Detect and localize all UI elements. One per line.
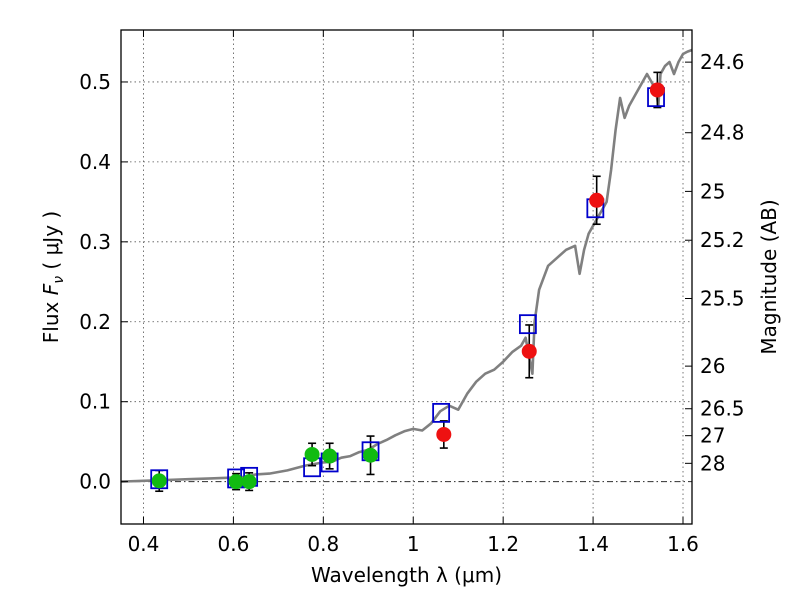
mag-tick-label: 25.2 <box>700 228 745 252</box>
x-tick-label: 1.6 <box>667 532 699 556</box>
x-tick-label: 1.4 <box>577 532 609 556</box>
model-spectrum <box>120 48 693 483</box>
x-tick-label: 1.2 <box>487 532 519 556</box>
model-photometry-square <box>432 402 451 423</box>
model-photometry-squares <box>150 87 665 490</box>
observed-point-red <box>436 426 452 442</box>
y-tick-label: 0.1 <box>79 390 111 414</box>
error-bars <box>155 71 662 493</box>
x-tick-label: 0.8 <box>307 532 339 556</box>
observed-point-green <box>241 474 257 490</box>
observed-point-green <box>363 447 379 463</box>
x-tick-label: 0.6 <box>217 532 249 556</box>
y-tick-label: 0.4 <box>79 150 111 174</box>
y-tick-label: 0.3 <box>79 230 111 254</box>
mag-tick-label: 25 <box>700 179 725 203</box>
mag-tick-label: 27 <box>700 424 725 448</box>
observed-point-red <box>589 192 605 208</box>
observed-point-green <box>228 474 244 490</box>
y-axis-label: Flux Fν ( μJy ) <box>39 211 67 343</box>
model-spectrum-line <box>120 48 693 483</box>
mag-tick-label: 26 <box>700 354 725 378</box>
mag-tick-label: 28 <box>700 451 725 475</box>
mag-tick-label: 26.5 <box>700 397 745 421</box>
y-tick-label: 0.2 <box>79 310 111 334</box>
model-photometry-square <box>518 314 537 335</box>
y-tick-label: 0.0 <box>79 470 111 494</box>
tick-labels: 0.4 0.6 0.8 1 1.2 1.4 1.6 0.0 0.1 0.2 0.3 0.4 0.5 24.… <box>79 50 744 556</box>
observed-point-red <box>649 82 665 98</box>
observed-point-red <box>521 343 537 359</box>
mag-tick-label: 25.5 <box>700 287 745 311</box>
axis-ticks <box>121 30 692 524</box>
mag-tick-label: 24.6 <box>700 50 745 74</box>
y-axis-right-label: Magnitude (AB) <box>757 199 781 354</box>
x-axis-label: Wavelength λ (μm) <box>311 563 502 587</box>
observed-point-green <box>151 473 167 489</box>
x-tick-label: 0.4 <box>128 532 160 556</box>
grid <box>121 30 692 524</box>
y-tick-label: 0.5 <box>79 70 111 94</box>
plot-frame <box>120 29 693 525</box>
mag-tick-label: 24.8 <box>700 121 745 145</box>
x-tick-label: 1 <box>407 532 420 556</box>
observed-points <box>151 82 665 490</box>
observed-point-green <box>322 448 338 464</box>
observed-point-green <box>304 446 320 462</box>
